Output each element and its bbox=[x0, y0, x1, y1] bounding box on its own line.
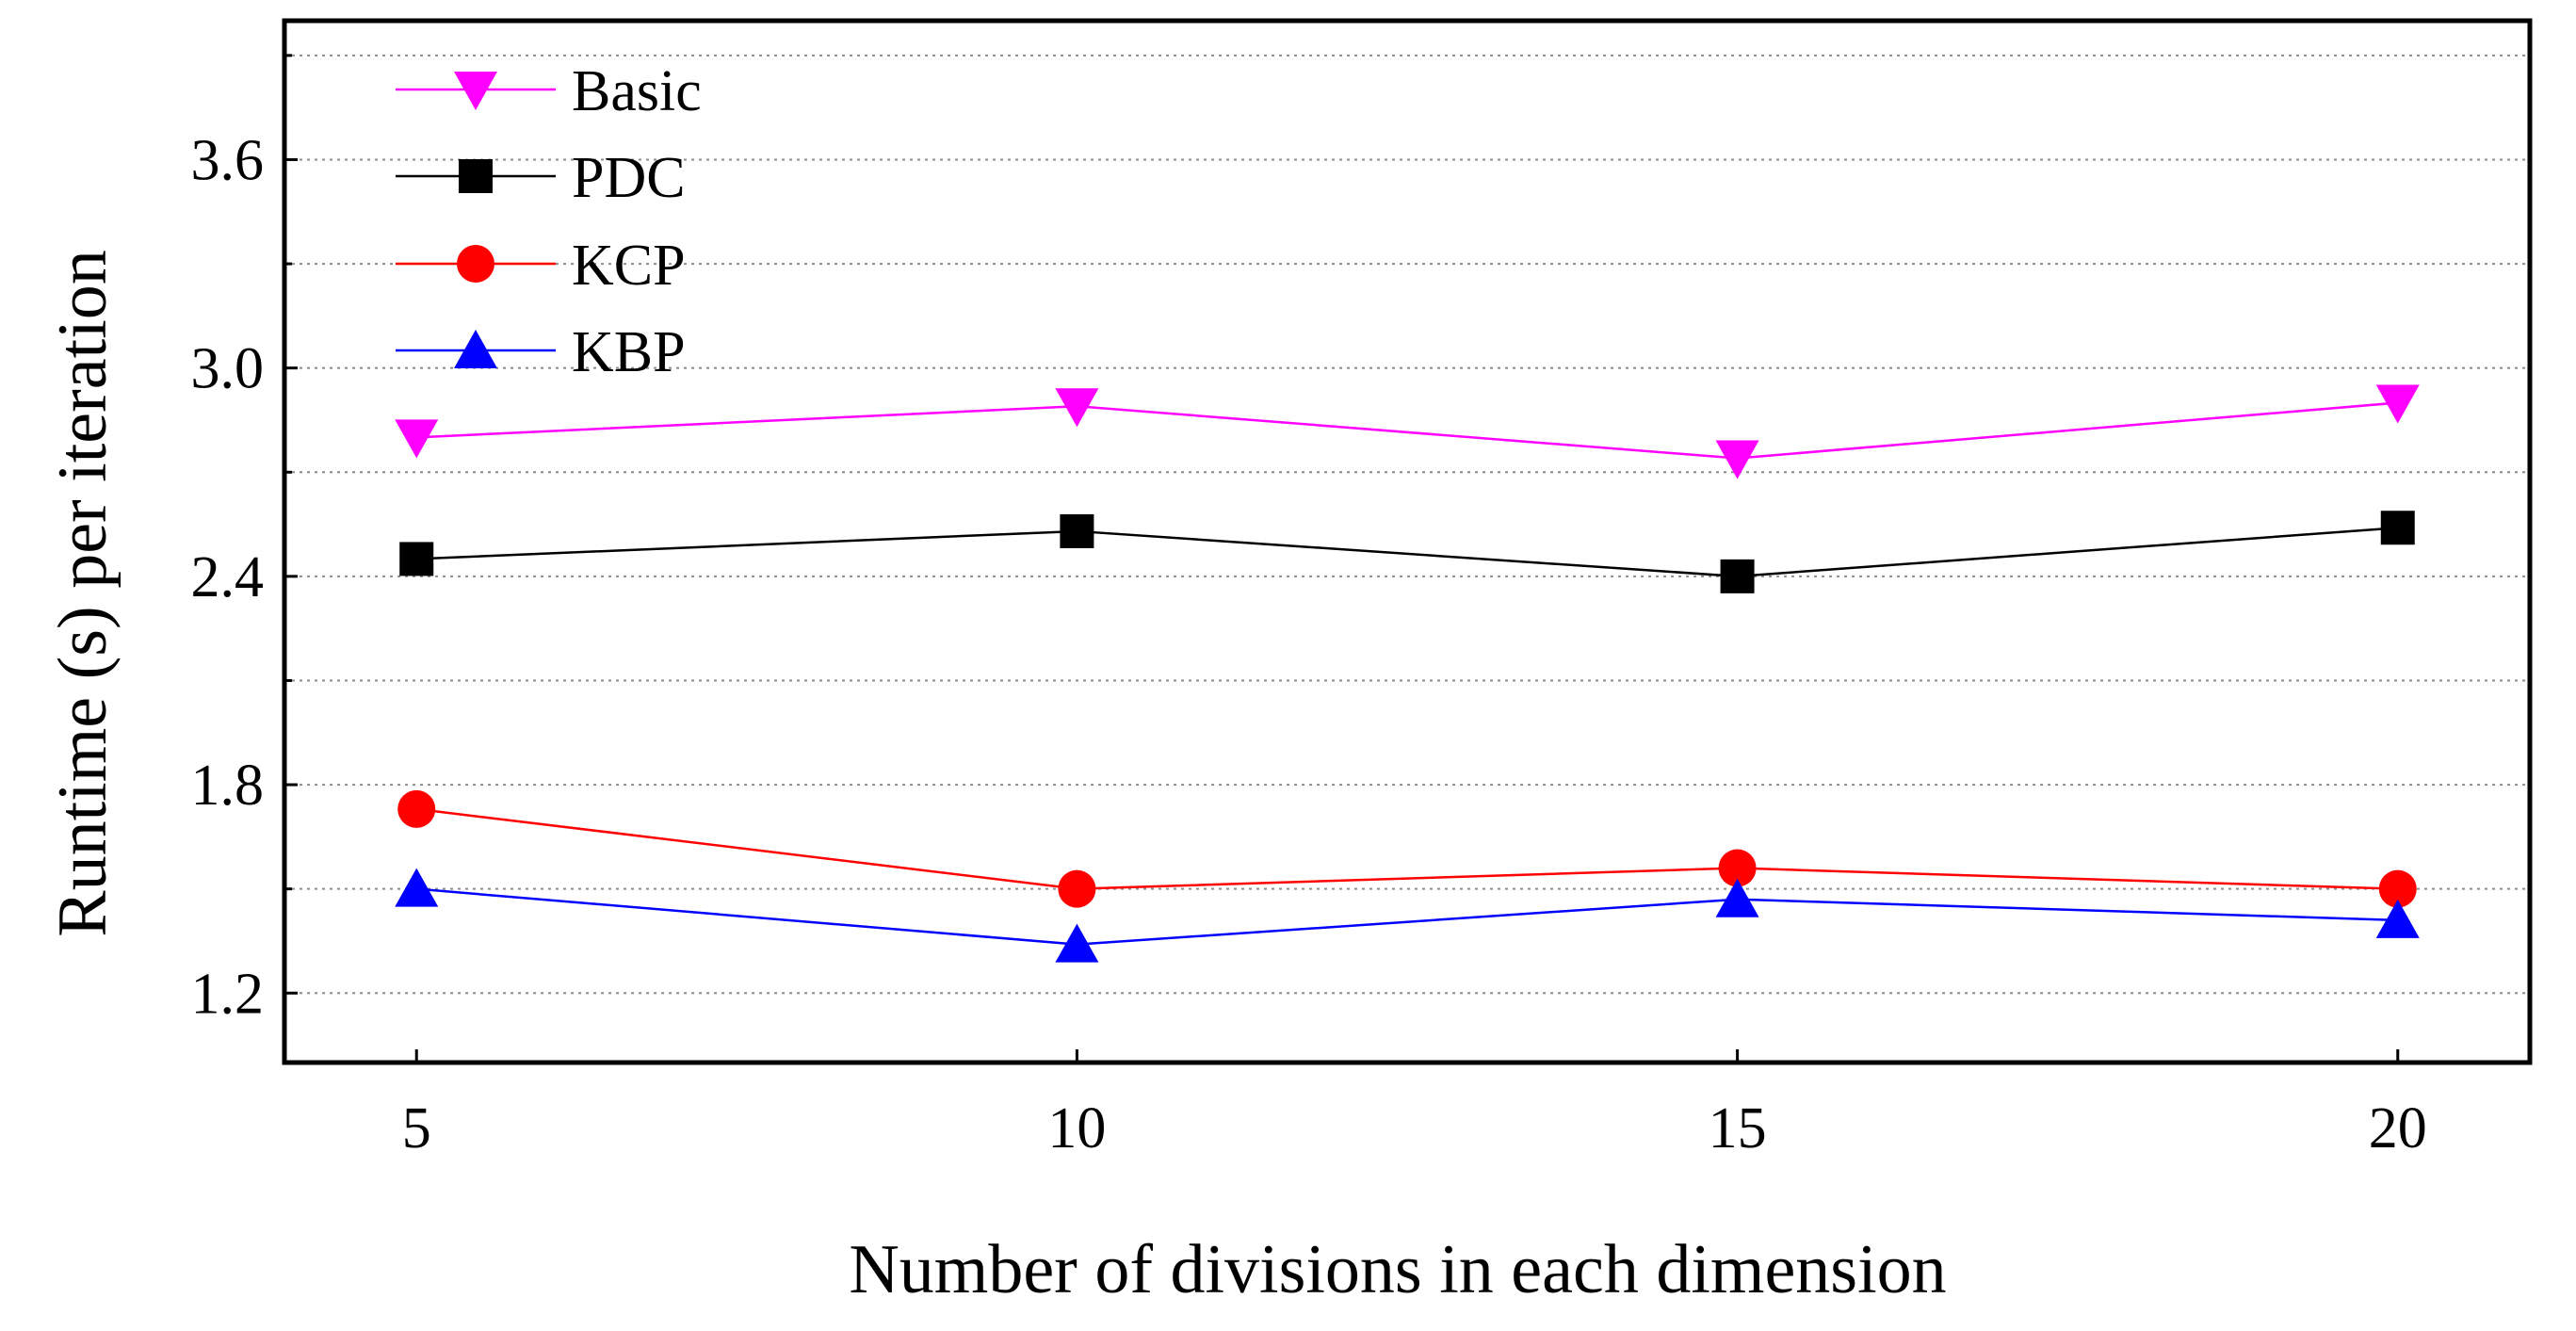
point-kbp-20 bbox=[2375, 899, 2420, 938]
legend-marker-basic bbox=[454, 72, 497, 110]
legend-marker-kcp bbox=[457, 245, 494, 283]
point-kcp-20 bbox=[2378, 869, 2417, 908]
point-kbp-15 bbox=[1715, 878, 1759, 917]
legend-item-kcp: KCP bbox=[396, 234, 686, 298]
legend-marker-pdc bbox=[459, 159, 493, 193]
point-pdc-10 bbox=[1060, 513, 1094, 548]
axes: 1.2 1.8 2.4 3.0 3.6 5 10 15 20 bbox=[191, 18, 2533, 1161]
x-axis-title: Number of divisions in each dimension bbox=[849, 1231, 1946, 1308]
point-basic-10 bbox=[1055, 388, 1099, 428]
point-kcp-15 bbox=[1718, 849, 1757, 887]
plot-frame bbox=[282, 18, 2533, 1065]
point-kcp-10 bbox=[1058, 869, 1096, 908]
point-basic-5 bbox=[395, 419, 439, 459]
series-line-kcp bbox=[416, 807, 2398, 890]
legend-item-pdc: PDC bbox=[396, 146, 686, 210]
legend-label-basic: Basic bbox=[572, 59, 702, 123]
y-axis-title: Runtime (s) per iteration bbox=[44, 250, 122, 937]
point-kbp-5 bbox=[395, 868, 439, 907]
y-tick-label: 1.8 bbox=[191, 754, 265, 818]
point-pdc-15 bbox=[1720, 559, 1755, 593]
series-kcp bbox=[397, 789, 2417, 908]
y-tick-label: 3.0 bbox=[191, 337, 265, 401]
legend-label-pdc: PDC bbox=[572, 146, 686, 210]
y-tick-label: 1.2 bbox=[191, 962, 265, 1026]
x-tick-label: 20 bbox=[2369, 1096, 2427, 1161]
point-pdc-20 bbox=[2380, 511, 2415, 545]
point-pdc-5 bbox=[399, 542, 434, 576]
legend-label-kbp: KBP bbox=[572, 320, 686, 384]
y-tick-label: 3.6 bbox=[191, 128, 265, 192]
series-kbp bbox=[395, 868, 2420, 963]
series-line-kbp bbox=[416, 887, 2398, 946]
series-basic bbox=[395, 384, 2420, 479]
x-tick-label: 15 bbox=[1709, 1096, 1767, 1161]
point-kcp-5 bbox=[397, 789, 436, 828]
x-tick-label: 10 bbox=[1047, 1096, 1106, 1161]
point-basic-20 bbox=[2375, 384, 2420, 424]
legend-item-kbp: KBP bbox=[396, 320, 686, 384]
x-tick-label: 5 bbox=[402, 1096, 431, 1161]
series-line-pdc bbox=[416, 527, 2398, 578]
y-tick-label: 2.4 bbox=[191, 545, 265, 609]
legend-marker-kbp bbox=[454, 330, 497, 368]
series-line-basic bbox=[416, 401, 2398, 460]
legend-item-basic: Basic bbox=[396, 59, 702, 123]
series-layer bbox=[395, 384, 2420, 963]
legend-label-kcp: KCP bbox=[572, 234, 686, 298]
legend: Basic PDC KCP KBP bbox=[396, 59, 702, 384]
point-basic-15 bbox=[1715, 440, 1759, 479]
point-kbp-10 bbox=[1055, 923, 1099, 963]
series-pdc bbox=[399, 511, 2415, 593]
grid-lines bbox=[284, 54, 2530, 995]
